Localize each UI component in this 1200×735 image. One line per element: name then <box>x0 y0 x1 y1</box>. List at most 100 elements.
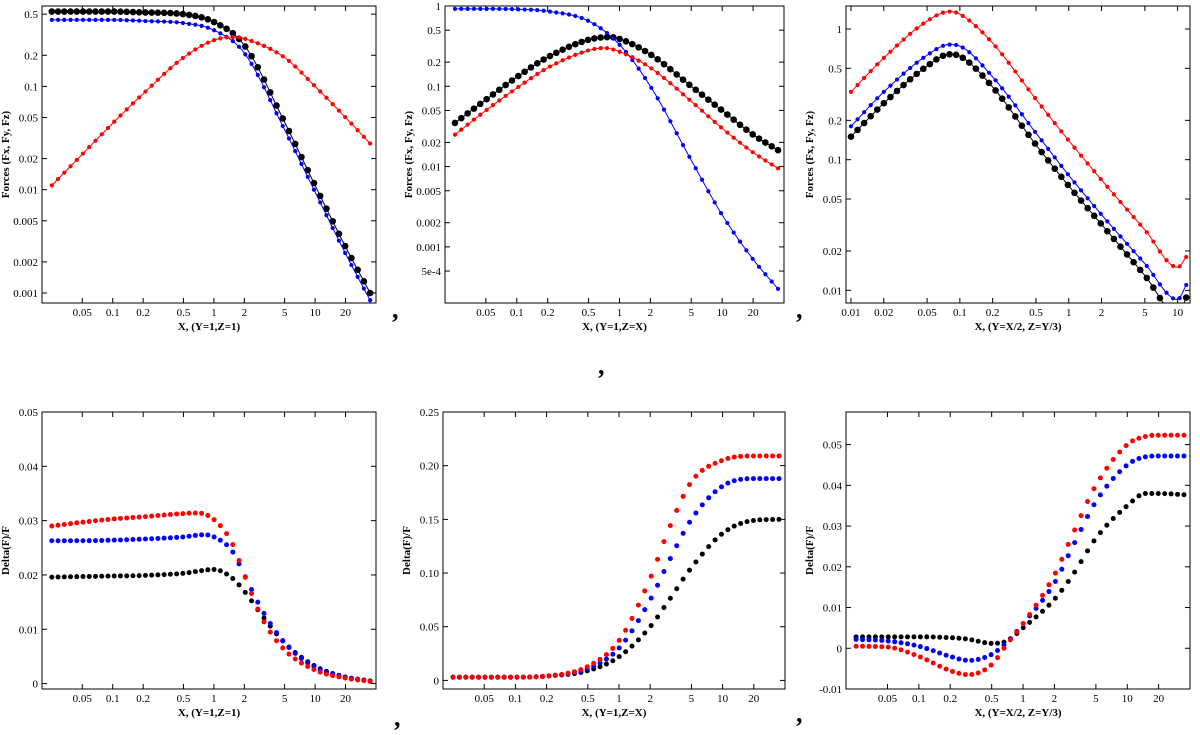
data-point-fx <box>451 119 459 127</box>
data-point-fy <box>211 28 217 33</box>
data-point-fy <box>894 77 900 82</box>
data-point-fz <box>687 97 692 102</box>
data-point-fz <box>514 674 520 680</box>
data-point-fy <box>995 648 1001 654</box>
data-point-fx <box>48 8 56 15</box>
x-axis-label: X, (Y=X/2, Z=Y/3) <box>974 707 1061 719</box>
y-tick-label: 0.05 <box>823 440 843 452</box>
data-point-fz <box>1014 629 1020 635</box>
data-point-fx <box>1143 274 1151 282</box>
data-point-fz <box>674 86 679 91</box>
data-point-fz <box>848 89 854 95</box>
data-point-fx <box>880 99 888 107</box>
data-point-fz <box>1085 161 1090 166</box>
data-point-fz <box>947 9 952 14</box>
data-point-fz <box>509 89 515 94</box>
data-point-fy <box>973 56 978 61</box>
data-point-fy <box>604 30 610 36</box>
data-point-fz <box>311 666 317 672</box>
data-point-fz <box>927 17 932 22</box>
data-point-fy <box>693 166 698 171</box>
data-point-fz <box>1013 69 1018 74</box>
data-point-fz <box>280 54 285 59</box>
y-tick-label: 0.05 <box>422 105 442 117</box>
data-point-fy <box>236 44 242 49</box>
y-axis-label: Forces (Fx, Fy, Fz) <box>804 110 816 198</box>
data-point-fy <box>756 264 762 269</box>
data-point-fz <box>706 114 711 119</box>
data-point-fy <box>763 476 769 482</box>
data-point-fx <box>85 8 93 15</box>
data-point-fy <box>199 532 205 538</box>
data-point-fz <box>161 512 167 518</box>
data-point-fz <box>591 660 597 666</box>
data-point-fz <box>623 627 629 633</box>
data-point-fy <box>541 8 546 13</box>
data-point-fz <box>860 643 866 649</box>
data-point-fz <box>930 660 936 666</box>
data-point-fx <box>60 8 68 15</box>
data-point-fz <box>149 513 155 519</box>
data-point-fy <box>286 645 292 651</box>
data-point-fy <box>74 17 79 23</box>
data-point-fx <box>578 38 585 46</box>
data-point-fz <box>471 117 477 122</box>
data-point-fy <box>993 78 998 83</box>
data-point-fx <box>1018 122 1026 129</box>
data-point-fy <box>61 538 67 544</box>
data-point-fx <box>887 93 894 101</box>
data-point-fy <box>706 495 712 501</box>
data-point-fx <box>55 574 61 580</box>
data-point-fx <box>99 573 105 579</box>
data-point-fz <box>230 542 236 548</box>
data-point-fx <box>673 71 680 78</box>
data-point-fy <box>1006 94 1011 99</box>
data-point-fz <box>111 516 117 522</box>
data-point-fx <box>266 89 274 96</box>
data-point-fy <box>161 535 167 541</box>
data-point-fy <box>355 274 360 279</box>
data-point-fx <box>117 8 124 15</box>
series-fz <box>450 453 782 680</box>
data-point-fz <box>459 127 464 132</box>
comma-separator-1: , <box>392 295 399 324</box>
data-point-fx <box>966 59 973 66</box>
data-point-fx <box>943 634 949 640</box>
series-fz <box>452 45 781 171</box>
data-point-fx <box>142 572 148 578</box>
data-point-fy <box>292 650 298 656</box>
plot-frame <box>845 411 1191 690</box>
data-point-fy <box>738 476 744 482</box>
x-tick-label: 10 <box>1172 307 1184 319</box>
data-point-fz <box>982 667 988 673</box>
data-point-fy <box>680 530 686 536</box>
data-point-fy <box>1078 526 1084 532</box>
x-tick-label: 0.5 <box>582 307 596 319</box>
data-point-fz <box>267 629 273 635</box>
data-point-fy <box>674 131 679 136</box>
data-point-fy <box>1052 155 1057 160</box>
data-point-fx <box>204 16 212 23</box>
data-point-fz <box>180 511 186 517</box>
data-point-fx <box>998 95 1006 102</box>
data-point-fz <box>770 453 776 459</box>
data-point-fx <box>711 101 718 108</box>
data-point-fy <box>655 582 661 588</box>
data-point-fz <box>954 10 959 15</box>
data-point-fz <box>55 176 61 182</box>
data-point-fz <box>167 512 173 517</box>
data-point-fx <box>304 166 312 174</box>
data-point-fy <box>503 6 508 12</box>
x-tick-label: 0.05 <box>476 307 496 319</box>
data-point-fy <box>579 15 584 21</box>
data-point-fy <box>986 70 992 75</box>
y-tick-label: 0.2 <box>828 115 842 127</box>
data-point-fy <box>274 630 280 636</box>
data-point-fy <box>661 107 667 112</box>
data-point-fx <box>1071 189 1078 197</box>
data-point-fz <box>193 47 198 52</box>
data-point-fy <box>744 476 750 482</box>
series-curve-fy <box>454 8 779 290</box>
data-point-fz <box>484 107 489 112</box>
data-point-fx <box>725 527 731 533</box>
